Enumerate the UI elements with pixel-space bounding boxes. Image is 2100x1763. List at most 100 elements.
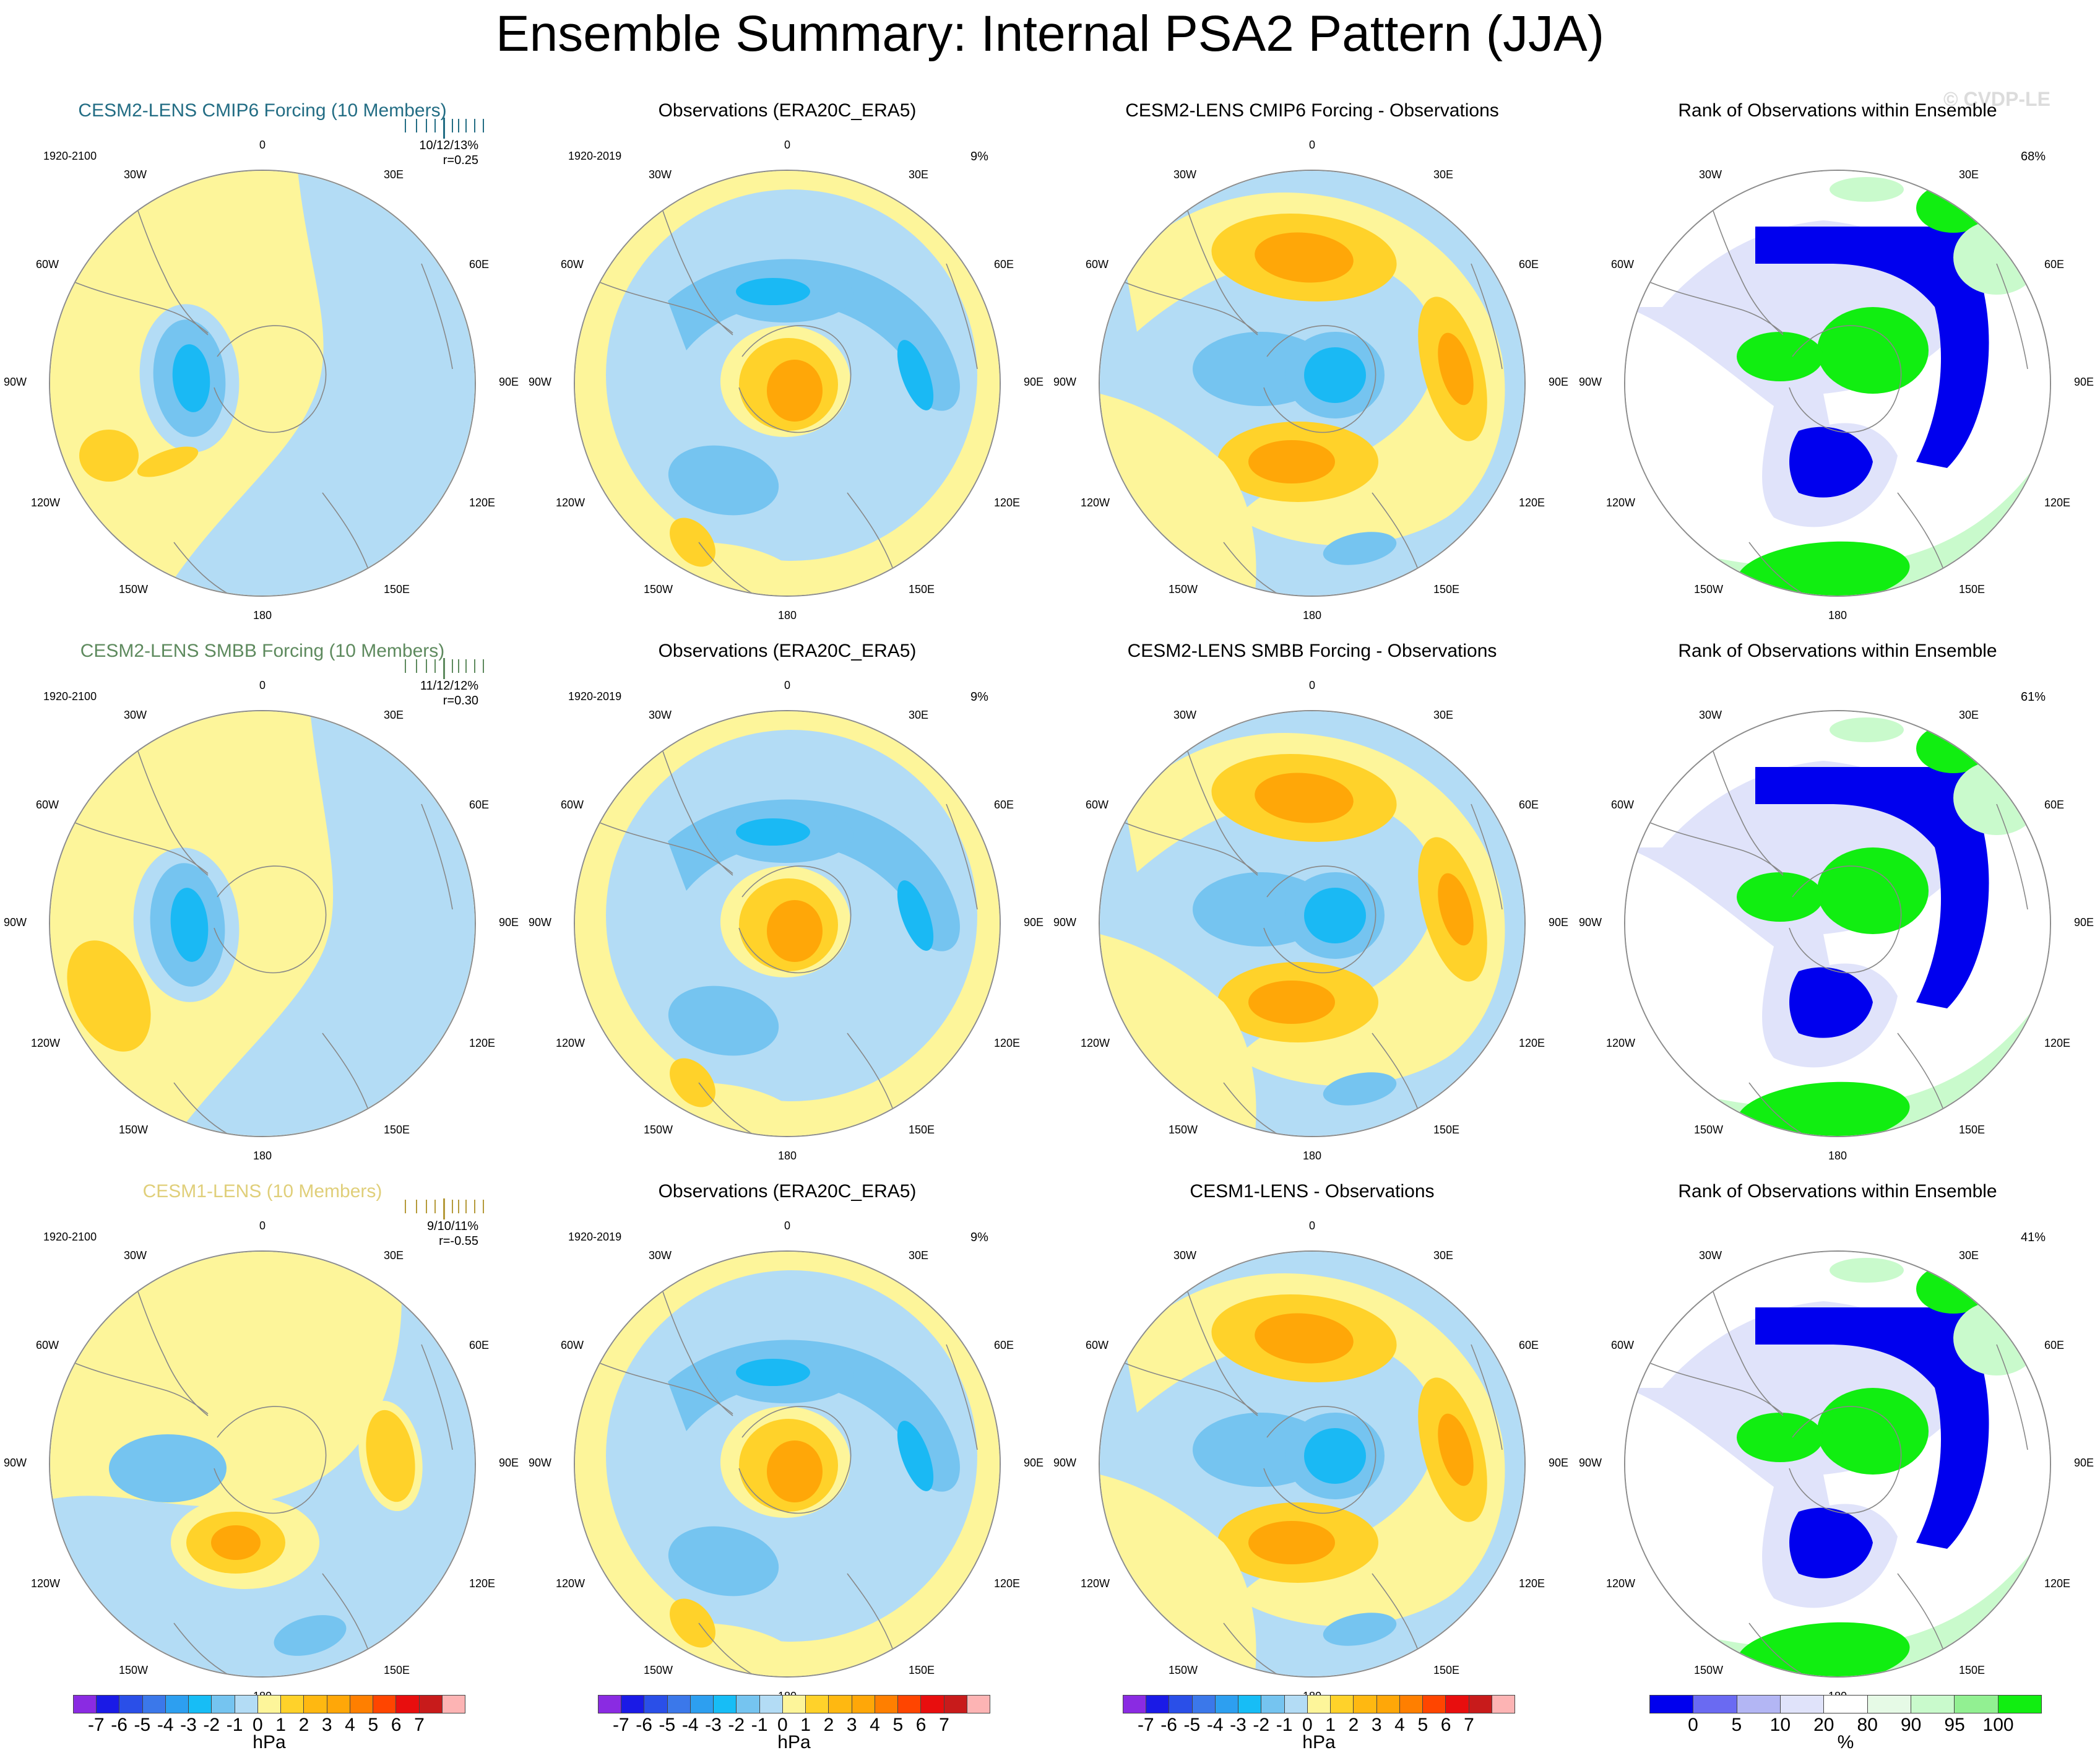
colorbar-tick-label: -5 bbox=[659, 1715, 676, 1735]
colorbar-tick-label: 5 bbox=[1417, 1715, 1428, 1735]
colorbar-box bbox=[1284, 1696, 1308, 1713]
colorbar-box bbox=[759, 1696, 783, 1713]
colorbar-tick-label: 3 bbox=[1371, 1715, 1382, 1735]
panel-title: Observations (ERA20C_ERA5) bbox=[658, 641, 917, 661]
polar-map bbox=[1099, 1250, 1526, 1678]
colorbar-box bbox=[714, 1696, 737, 1713]
lon-label-bottom: 180 bbox=[777, 1150, 797, 1162]
years-label: 1920-2019 bbox=[568, 1231, 622, 1243]
colorbar-tick-label: 20 bbox=[1813, 1715, 1834, 1735]
rug-tick bbox=[416, 659, 417, 673]
lon-label-ur: 60E bbox=[1519, 258, 1539, 271]
colorbar-tick-label: 0 bbox=[253, 1715, 263, 1735]
lon-label-tr: 30E bbox=[384, 1249, 404, 1262]
colorbar-tick-label: 4 bbox=[870, 1715, 880, 1735]
colorbar-tick-label: 3 bbox=[846, 1715, 857, 1735]
map-svg bbox=[575, 1252, 1000, 1676]
lon-label-lr: 120E bbox=[1519, 1037, 1545, 1049]
lon-label-top: 0 bbox=[784, 139, 791, 151]
colorbar-box bbox=[1192, 1696, 1216, 1713]
colorbar-tick-label: -2 bbox=[1253, 1715, 1270, 1735]
rug-tick bbox=[443, 1198, 445, 1219]
colorbar-box bbox=[852, 1696, 875, 1713]
lon-label-tr: 30E bbox=[384, 168, 404, 181]
lon-label-ul: 60W bbox=[1086, 799, 1109, 811]
map-svg bbox=[575, 711, 1000, 1136]
lon-label-ul: 60W bbox=[561, 799, 584, 811]
colorbar-tick-label: -1 bbox=[226, 1715, 243, 1735]
lon-label-bottom: 180 bbox=[1828, 1150, 1847, 1162]
lon-label-bl: 150W bbox=[119, 1124, 149, 1136]
colorbar-box bbox=[921, 1696, 944, 1713]
lon-label-tr: 30E bbox=[909, 709, 929, 721]
pattern-percent: 61% bbox=[2021, 690, 2046, 704]
colorbar-box bbox=[1376, 1696, 1400, 1713]
rug-tick bbox=[426, 1200, 427, 1213]
lon-label-tl: 30W bbox=[1699, 168, 1722, 181]
polar-map bbox=[1099, 170, 1526, 597]
colorbar-tick-label: -7 bbox=[1137, 1715, 1154, 1735]
colorbar-box bbox=[189, 1696, 212, 1713]
lon-label-ml: 90W bbox=[1579, 916, 1602, 929]
rug-tick bbox=[483, 1200, 484, 1213]
colorbar-boxes bbox=[598, 1695, 990, 1713]
rug-tick bbox=[452, 659, 453, 673]
colorbar-box bbox=[944, 1696, 967, 1713]
ensemble-rug bbox=[405, 658, 485, 679]
lon-label-mr: 90E bbox=[499, 916, 519, 929]
lon-label-ur: 60E bbox=[1519, 1339, 1539, 1351]
lon-label-ur: 60E bbox=[2044, 1339, 2065, 1351]
rug-tick bbox=[426, 659, 427, 673]
lon-label-tl: 30W bbox=[1173, 168, 1197, 181]
colorbar-box bbox=[875, 1696, 899, 1713]
lon-label-mr: 90E bbox=[1024, 376, 1044, 388]
map-panel-r1-c1: CESM2-LENS CMIP6 Forcing (10 Members) 19… bbox=[0, 100, 525, 639]
colorbar-tick-label: 5 bbox=[368, 1715, 379, 1735]
lon-label-tr: 30E bbox=[909, 1249, 929, 1262]
lon-label-mr: 90E bbox=[1549, 1457, 1569, 1469]
pattern-percent: 41% bbox=[2021, 1231, 2046, 1244]
lon-label-ll: 120W bbox=[1081, 496, 1110, 509]
map-svg bbox=[575, 171, 1000, 596]
colorbar-box bbox=[74, 1696, 97, 1713]
ensemble-rug bbox=[405, 118, 485, 139]
panel-title: CESM2-LENS CMIP6 Forcing - Observations bbox=[1125, 100, 1499, 121]
lon-label-bottom: 180 bbox=[1302, 1150, 1322, 1162]
polar-map bbox=[1099, 710, 1526, 1137]
lon-label-ml: 90W bbox=[4, 916, 27, 929]
colorbar-tick-label: -7 bbox=[612, 1715, 629, 1735]
lon-label-tr: 30E bbox=[1959, 168, 1979, 181]
map-panel-r1-c3: CESM2-LENS CMIP6 Forcing - Observations … bbox=[1050, 100, 1575, 639]
colorbar-box bbox=[1824, 1696, 1868, 1713]
rug-tick bbox=[416, 119, 417, 132]
colorbar-box bbox=[165, 1696, 189, 1713]
lon-label-bottom: 180 bbox=[1302, 609, 1322, 622]
rug-tick bbox=[405, 1200, 406, 1213]
colorbar-tick-label: -3 bbox=[1230, 1715, 1247, 1735]
map-panel-r2-c2: Observations (ERA20C_ERA5) 1920-2019 9% … bbox=[525, 641, 1050, 1179]
lon-label-bottom: 180 bbox=[253, 1150, 272, 1162]
colorbar-box bbox=[1331, 1696, 1354, 1713]
colorbar-box bbox=[898, 1696, 922, 1713]
lon-label-bottom: 180 bbox=[1828, 609, 1847, 622]
colorbar-box bbox=[1867, 1696, 1911, 1713]
lon-label-ml: 90W bbox=[529, 916, 552, 929]
correlation-stat: r=0.25 bbox=[443, 154, 478, 167]
lon-label-tl: 30W bbox=[1699, 709, 1722, 721]
map-panel-r2-c1: CESM2-LENS SMBB Forcing (10 Members) 192… bbox=[0, 641, 525, 1179]
lon-label-mr: 90E bbox=[2074, 1457, 2094, 1469]
colorbar-tick-label: -1 bbox=[1276, 1715, 1293, 1735]
lon-label-top: 0 bbox=[259, 1219, 266, 1232]
lon-label-mr: 90E bbox=[499, 376, 519, 388]
rug-tick bbox=[434, 119, 436, 132]
lon-label-br: 150E bbox=[909, 1124, 935, 1136]
polar-map bbox=[49, 710, 476, 1137]
colorbar-box bbox=[1169, 1696, 1193, 1713]
colorbar-box bbox=[350, 1696, 374, 1713]
colorbar-tick-label: 0 bbox=[777, 1715, 788, 1735]
colorbar-boxes bbox=[1123, 1695, 1515, 1713]
colorbar-tick-label: -4 bbox=[1206, 1715, 1224, 1735]
rug-tick bbox=[483, 659, 484, 673]
panel-title: CESM2-LENS SMBB Forcing (10 Members) bbox=[80, 641, 445, 661]
colorbar-tick-label: 7 bbox=[939, 1715, 949, 1735]
